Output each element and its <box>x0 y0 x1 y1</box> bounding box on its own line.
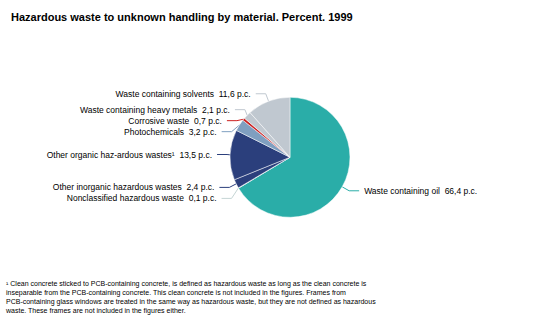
svg-text:Other organic haz-ardous waste: Other organic haz-ardous wastes¹ 13,5 p.… <box>47 150 212 160</box>
svg-text:Nonclassified hazardous waste: Nonclassified hazardous waste 0,1 p.c. <box>67 193 217 203</box>
svg-text:Waste containing heavy metals: Waste containing heavy metals 2,1 p.c. <box>80 105 230 115</box>
svg-text:waste. These frames are not in: waste. These frames are not included in … <box>5 307 186 315</box>
svg-text:Waste containing oil 66,4 p.c: Waste containing oil 66,4 p.c. <box>364 186 477 196</box>
svg-text:PCB-containing glass windows a: PCB-containing glass windows are treated… <box>6 298 376 306</box>
svg-text:Photochemicals 3,2 p.c.: Photochemicals 3,2 p.c. <box>124 127 217 137</box>
svg-text:Waste containing solvents 11,: Waste containing solvents 11,6 p.c. <box>116 89 251 99</box>
svg-text:Other inorganic hazardous wast: Other inorganic hazardous wastes 2,4 p.c… <box>53 182 215 192</box>
svg-text:¹ Clean concrete sticked to PC: ¹ Clean concrete sticked to PCB-containi… <box>6 280 367 288</box>
svg-text:Hazardous waste to unknown han: Hazardous waste to unknown handling by m… <box>11 11 353 23</box>
svg-text:inseparable from the PCB-conta: inseparable from the PCB-containing conc… <box>6 289 346 297</box>
svg-text:Corrosive waste 0,7 p.c.: Corrosive waste 0,7 p.c. <box>128 116 222 126</box>
